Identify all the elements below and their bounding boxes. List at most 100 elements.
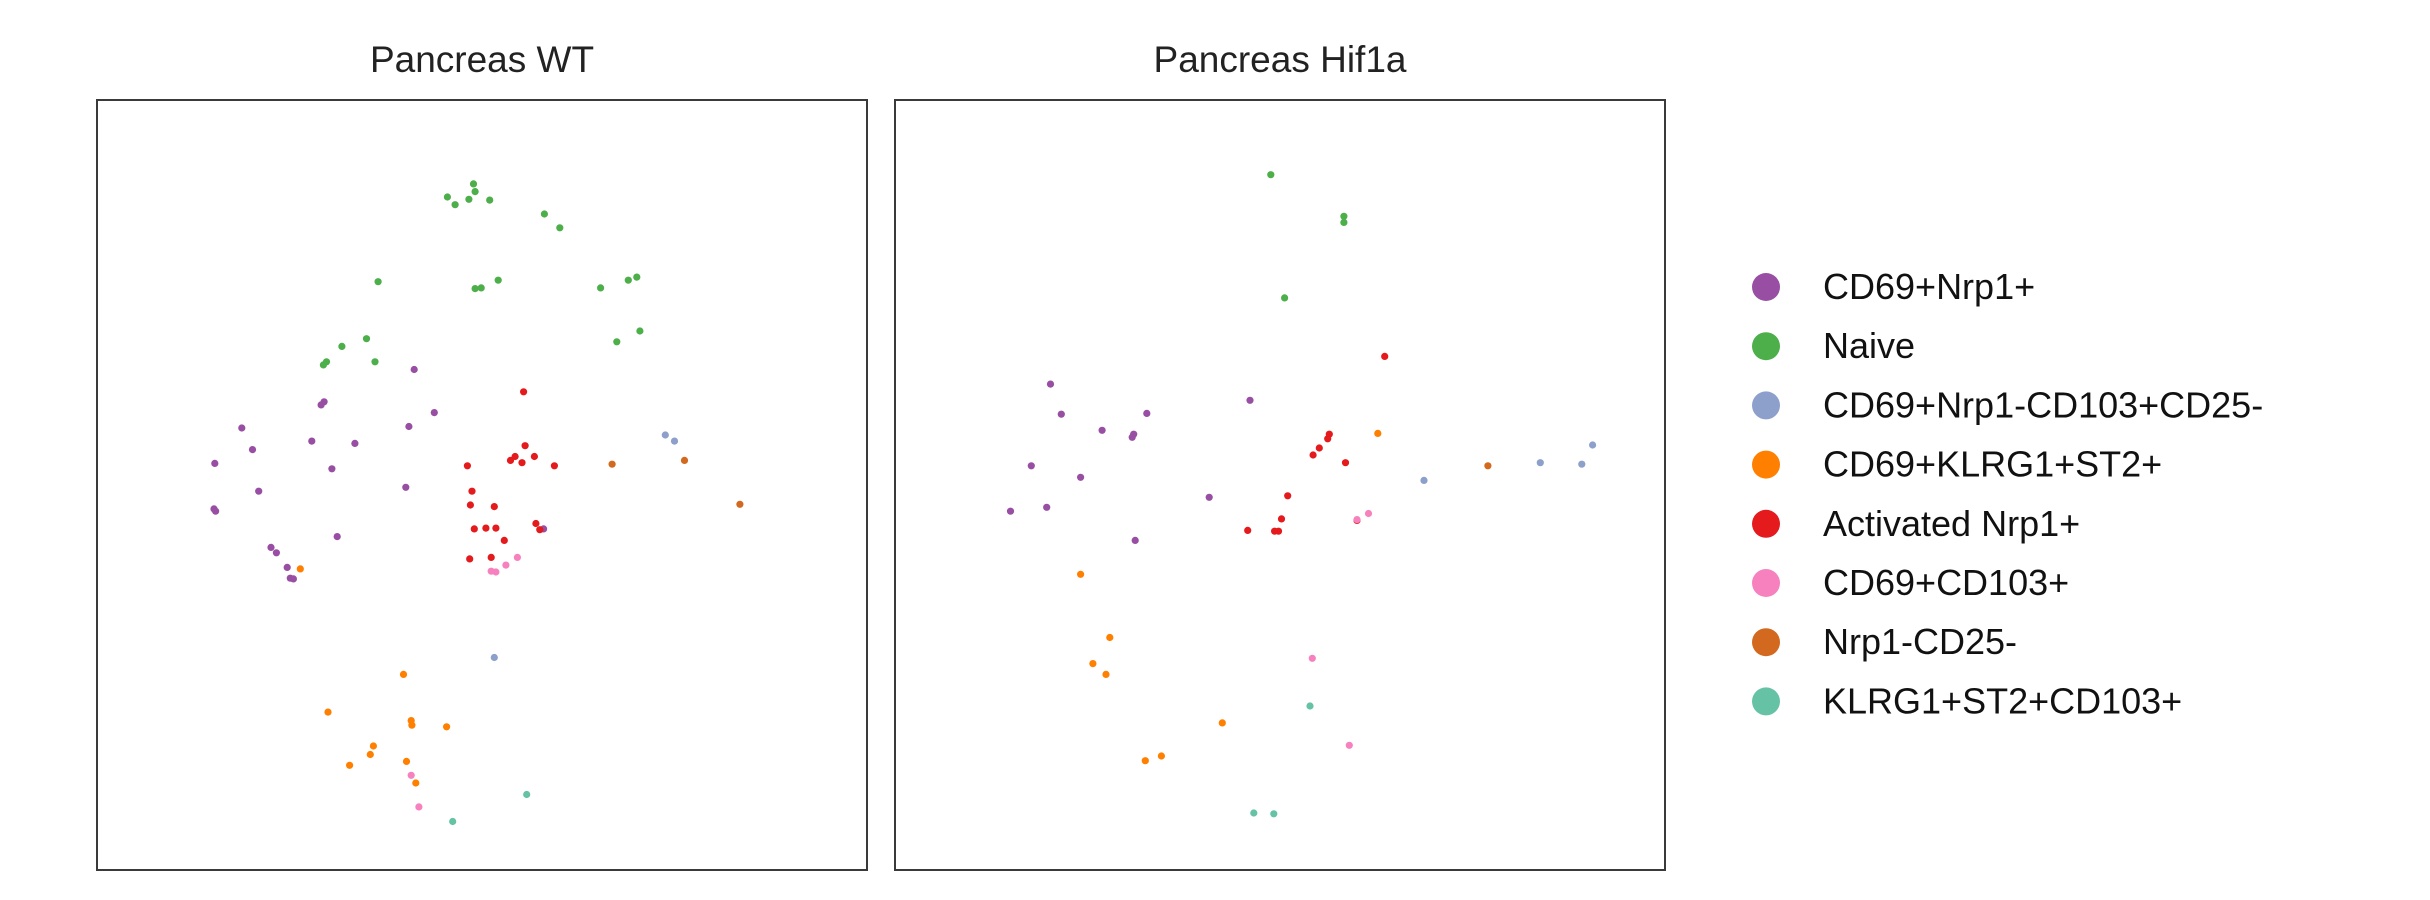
point-cd69-neg-poscd103-neg-pos-0: [1364, 509, 1373, 518]
point-cd69-neg-poscd103-neg-pos-3: [487, 567, 495, 575]
point-cd69-neg-posnrp1-neg-pos-1: [1246, 396, 1254, 404]
legend-entry-cd69-neg-posnrp1-neg-cd103-neg-poscd25-neg: CD69+Nrp1-CD103+CD25-: [1752, 384, 2263, 425]
legend-entry-nrp1-neg-cd25-neg: Nrp1-CD25-: [1752, 621, 2017, 662]
point-activated-nrp1-neg-pos-8: [468, 487, 476, 495]
point-cd69-neg-posnrp1-neg-pos-3: [1143, 409, 1151, 417]
point-nrp1-neg-cd25-neg-0: [608, 460, 616, 468]
point-cd69-neg-posnrp1-neg-pos-6: [308, 437, 316, 445]
legend-marker: [1752, 273, 1780, 301]
point-naive-3: [469, 180, 478, 188]
point-cd69-neg-poscd103-neg-pos-4: [407, 771, 415, 779]
legend: CD69+Nrp1+ Naive CD69+Nrp1-CD103+CD25- CD69…: [1752, 266, 2263, 721]
point-cd69-neg-posnrp1-neg-pos-12: [1131, 536, 1139, 545]
point-cd69-neg-posnrp1-neg-pos-20: [286, 574, 294, 582]
point-cd69-neg-poscd103-neg-pos-1: [502, 561, 510, 569]
legend-entry-activated-nrp1-neg-pos: Activated Nrp1+: [1752, 503, 2080, 544]
point-cd69-neg-posnrp1-neg-pos-9: [211, 459, 219, 467]
panel-pancreas-wt: Pancreas WT: [96, 39, 868, 871]
legend-entry-klrg1-neg-posst2-neg-poscd103-neg-pos: KLRG1+ST2+CD103+: [1752, 680, 2182, 721]
point-naive-4: [465, 195, 473, 203]
point-cd69-neg-posnrp1-neg-cd103-neg-poscd25-neg-0: [661, 431, 669, 439]
point-cd69-neg-posnrp1-neg-pos-14: [210, 505, 218, 513]
point-cd69-neg-posnrp1-neg-pos-3: [430, 409, 438, 417]
legend-marker: [1752, 332, 1780, 361]
point-cd69-neg-posnrp1-neg-pos-11: [1006, 507, 1015, 515]
point-cd69-neg-posnrp1-neg-cd103-neg-poscd25-neg-3: [1420, 476, 1428, 484]
point-cd69-neg-posnrp1-neg-pos-7: [351, 439, 359, 447]
point-cd69-neg-posnrp1-neg-pos-2: [320, 398, 328, 406]
points-layer: [1006, 171, 1597, 818]
point-klrg1-neg-posst2-neg-poscd103-neg-pos-1: [449, 817, 457, 826]
point-cd69-neg-posklrg1-neg-posst2-neg-pos-0: [1374, 429, 1382, 437]
point-cd69-neg-posnrp1-neg-cd103-neg-poscd25-neg-2: [1536, 459, 1544, 467]
point-naive-5: [486, 196, 494, 204]
legend-marker: [1752, 687, 1780, 716]
point-cd69-neg-posklrg1-neg-posst2-neg-pos-7: [366, 750, 374, 759]
point-naive-21: [322, 358, 331, 366]
point-activated-nrp1-neg-pos-5: [530, 452, 539, 461]
legend-marker: [1752, 509, 1780, 538]
legend-label: CD69+CD103+: [1823, 562, 2069, 603]
legend-marker: [1752, 391, 1780, 420]
point-naive-10: [477, 284, 485, 292]
point-cd69-neg-posnrp1-neg-pos-5: [238, 424, 246, 432]
point-activated-nrp1-neg-pos-11: [482, 524, 490, 532]
point-naive-13: [624, 276, 632, 284]
point-cd69-neg-posnrp1-neg-pos-10: [328, 465, 336, 473]
point-cd69-neg-posnrp1-neg-pos-10: [1043, 503, 1051, 511]
point-cd69-neg-posklrg1-neg-posst2-neg-pos-4: [1102, 670, 1110, 679]
point-activated-nrp1-neg-pos-7: [463, 462, 471, 470]
point-cd69-neg-posnrp1-neg-cd103-neg-poscd25-neg-1: [670, 437, 679, 445]
point-activated-nrp1-neg-pos-18: [487, 553, 495, 562]
legend-label: CD69+KLRG1+ST2+: [1823, 444, 2162, 485]
legend-label: Nrp1-CD25-: [1823, 621, 2017, 662]
point-cd69-neg-posklrg1-neg-posst2-neg-pos-5: [1218, 719, 1226, 727]
point-activated-nrp1-neg-pos-1: [521, 442, 529, 450]
point-naive-0: [1267, 171, 1275, 179]
legend-label: KLRG1+ST2+CD103+: [1823, 680, 2182, 721]
point-cd69-neg-posklrg1-neg-posst2-neg-pos-5: [443, 723, 451, 731]
point-naive-2: [471, 188, 479, 196]
point-activated-nrp1-neg-pos-6: [550, 462, 559, 470]
point-activated-nrp1-neg-pos-14: [536, 526, 544, 534]
point-nrp1-neg-cd25-neg-2: [736, 500, 744, 508]
point-naive-16: [613, 338, 621, 346]
point-cd69-neg-poscd103-neg-pos-5: [415, 803, 423, 811]
point-cd69-neg-posnrp1-neg-pos-17: [272, 549, 280, 557]
point-naive-6: [540, 210, 549, 218]
legend-label: Naive: [1823, 325, 1915, 366]
point-cd69-neg-posnrp1-neg-cd103-neg-poscd25-neg-2: [490, 653, 498, 662]
point-cd69-neg-posklrg1-neg-posst2-neg-pos-1: [1077, 570, 1085, 578]
point-activated-nrp1-neg-pos-4: [1309, 451, 1317, 459]
point-naive-18: [362, 335, 371, 343]
point-naive-8: [374, 278, 382, 286]
point-cd69-neg-posnrp1-neg-pos-2: [1057, 410, 1065, 418]
point-activated-nrp1-neg-pos-6: [1284, 492, 1292, 500]
point-naive-9: [471, 285, 479, 293]
panel-title: Pancreas Hif1a: [1154, 39, 1407, 80]
legend-label: CD69+Nrp1-CD103+CD25-: [1823, 384, 2263, 425]
point-naive-0: [443, 193, 451, 201]
point-activated-nrp1-neg-pos-12: [492, 524, 500, 532]
point-cd69-neg-poscd103-neg-pos-0: [513, 553, 522, 562]
point-activated-nrp1-neg-pos-5: [1341, 459, 1350, 467]
plot-area-frame: [96, 99, 868, 871]
point-activated-nrp1-neg-pos-9: [1244, 526, 1252, 535]
point-cd69-neg-posnrp1-neg-pos-16: [267, 543, 275, 552]
point-cd69-neg-poscd103-neg-pos-1: [1353, 516, 1361, 524]
point-naive-1: [1340, 212, 1348, 220]
point-cd69-neg-posnrp1-neg-pos-4: [1098, 426, 1106, 434]
point-cd69-neg-posklrg1-neg-posst2-neg-pos-6: [369, 742, 377, 750]
point-cd69-neg-posnrp1-neg-pos-7: [1027, 462, 1035, 470]
legend-marker: [1752, 569, 1780, 597]
point-activated-nrp1-neg-pos-2: [1324, 435, 1332, 443]
point-klrg1-neg-posst2-neg-poscd103-neg-pos-1: [1250, 809, 1258, 817]
point-activated-nrp1-neg-pos-0: [520, 388, 528, 396]
point-activated-nrp1-neg-pos-7: [1277, 515, 1286, 523]
legend-entry-naive: Naive: [1752, 325, 1915, 366]
point-cd69-neg-posnrp1-neg-pos-4: [405, 422, 413, 431]
point-klrg1-neg-posst2-neg-poscd103-neg-pos-2: [1270, 810, 1278, 818]
point-activated-nrp1-neg-pos-17: [466, 555, 474, 563]
point-activated-nrp1-neg-pos-10: [490, 503, 498, 511]
